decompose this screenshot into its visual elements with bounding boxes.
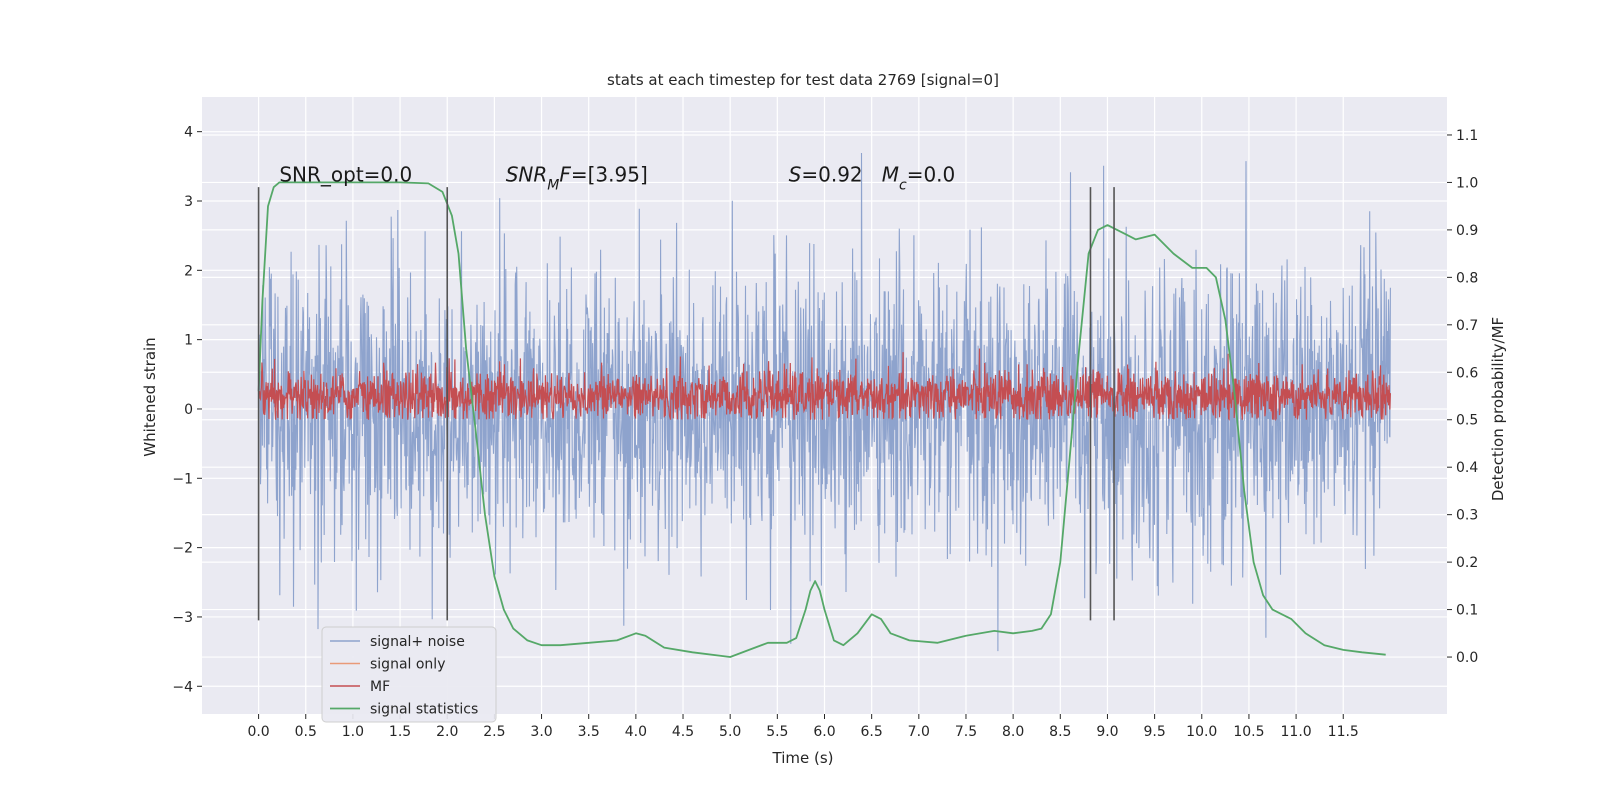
x-tick-label: 8.5 [1049,724,1071,740]
y2-tick-label: 0.7 [1456,318,1478,334]
signal-statistics-line [257,181,1386,658]
y2-tick-label: 0.0 [1456,650,1478,666]
annotation-2: S=0.92 Mc=0.0 [789,162,956,193]
y-tick-label: 1 [184,333,193,349]
annotation-part: M [882,162,899,186]
annotation-part: c [899,177,907,193]
y2-tick-label: 0.4 [1456,460,1478,476]
annotation-part: M [547,177,559,193]
x-tick-label: 7.0 [908,724,930,740]
y2-tick-label: 0.5 [1456,413,1478,429]
legend-box [321,626,497,723]
y2-tick-label: 0.1 [1456,603,1478,619]
x-tick-label: 1.0 [342,724,364,740]
vertical-markers [257,187,1115,621]
x-tick-label: 10.0 [1186,724,1217,740]
y-tick-label: −1 [172,471,193,487]
legend-entry: signal only [370,657,445,673]
y-tick-label: −3 [172,610,193,626]
x-tick-label: 4.0 [625,724,647,740]
x-tick-label: 8.0 [1002,724,1024,740]
signal-statistics-series [257,181,1386,658]
annotation-part: S [789,162,802,186]
annotation-part: SNR [506,162,548,186]
y-tick-label: 0 [184,402,193,418]
annotations: SNR_opt=0.0 SNRMF=[3.95] S=0.92 Mc=0.0 [279,162,955,193]
y-tick-label: 4 [184,125,193,141]
y-tick-label: 2 [184,263,193,279]
x-tick-label: 3.0 [530,724,552,740]
x-tick-label: 9.5 [1143,724,1165,740]
y2-tick-label: 1.0 [1456,175,1478,191]
y-tick-label: 3 [184,194,193,210]
annotation-part: =0.92 [801,162,881,186]
x-axis-label: Time (s) [772,749,834,767]
annotation-part: F [559,162,571,186]
y2-tick-label: 0.2 [1456,555,1478,571]
chart-title: stats at each timestep for test data 276… [607,71,999,89]
legend: signal+ noise signal only MF signal statist… [321,626,497,723]
x-tick-label: 11.0 [1281,724,1312,740]
x-tick-label: 7.5 [955,724,977,740]
x-tick-label: 6.0 [813,724,835,740]
y2-tick-label: 0.8 [1456,270,1478,286]
x-tick-label: 3.5 [578,724,600,740]
annotation-part: =0.0 [907,162,956,186]
x-tick-label: 4.5 [672,724,694,740]
x-tick-label: 6.5 [861,724,883,740]
annotation-0: SNR_opt=0.0 [279,162,412,186]
x-tick-label: 0.0 [247,724,269,740]
y2-tick-label: 1.1 [1456,128,1478,144]
y-axis-label: Whitened strain [141,337,159,456]
x-tick-label: 11.5 [1328,724,1359,740]
legend-entry: MF [370,679,390,695]
x-tick-label: 2.0 [436,724,458,740]
annotation-1: SNRMF=[3.95] [506,162,648,193]
legend-entry: signal+ noise [370,634,465,650]
x-tick-label: 5.5 [766,724,788,740]
x-tick-label: 2.5 [483,724,505,740]
y2-axis-label: Detection probability/MF [1489,317,1507,501]
x-tick-label: 10.5 [1233,724,1264,740]
x-tick-label: 1.5 [389,724,411,740]
y2-tick-label: 0.6 [1456,365,1478,381]
legend-entry: signal statistics [370,702,478,718]
axes: 0.0 0.5 1.0 1.5 2.0 2.5 3.0 3.5 4.0 4.5 5.0 5.5 6.0 6… [172,125,1478,740]
y-tick-label: −4 [172,679,193,695]
y-tick-label: −2 [172,541,193,557]
x-tick-label: 9.0 [1096,724,1118,740]
annotation-part: =[3.95] [571,162,648,186]
x-tick-label: 5.0 [719,724,741,740]
y2-tick-label: 0.3 [1456,508,1478,524]
annotation-part: SNR_opt=0.0 [279,162,412,186]
x-tick-label: 0.5 [295,724,317,740]
y2-tick-label: 0.9 [1456,223,1478,239]
